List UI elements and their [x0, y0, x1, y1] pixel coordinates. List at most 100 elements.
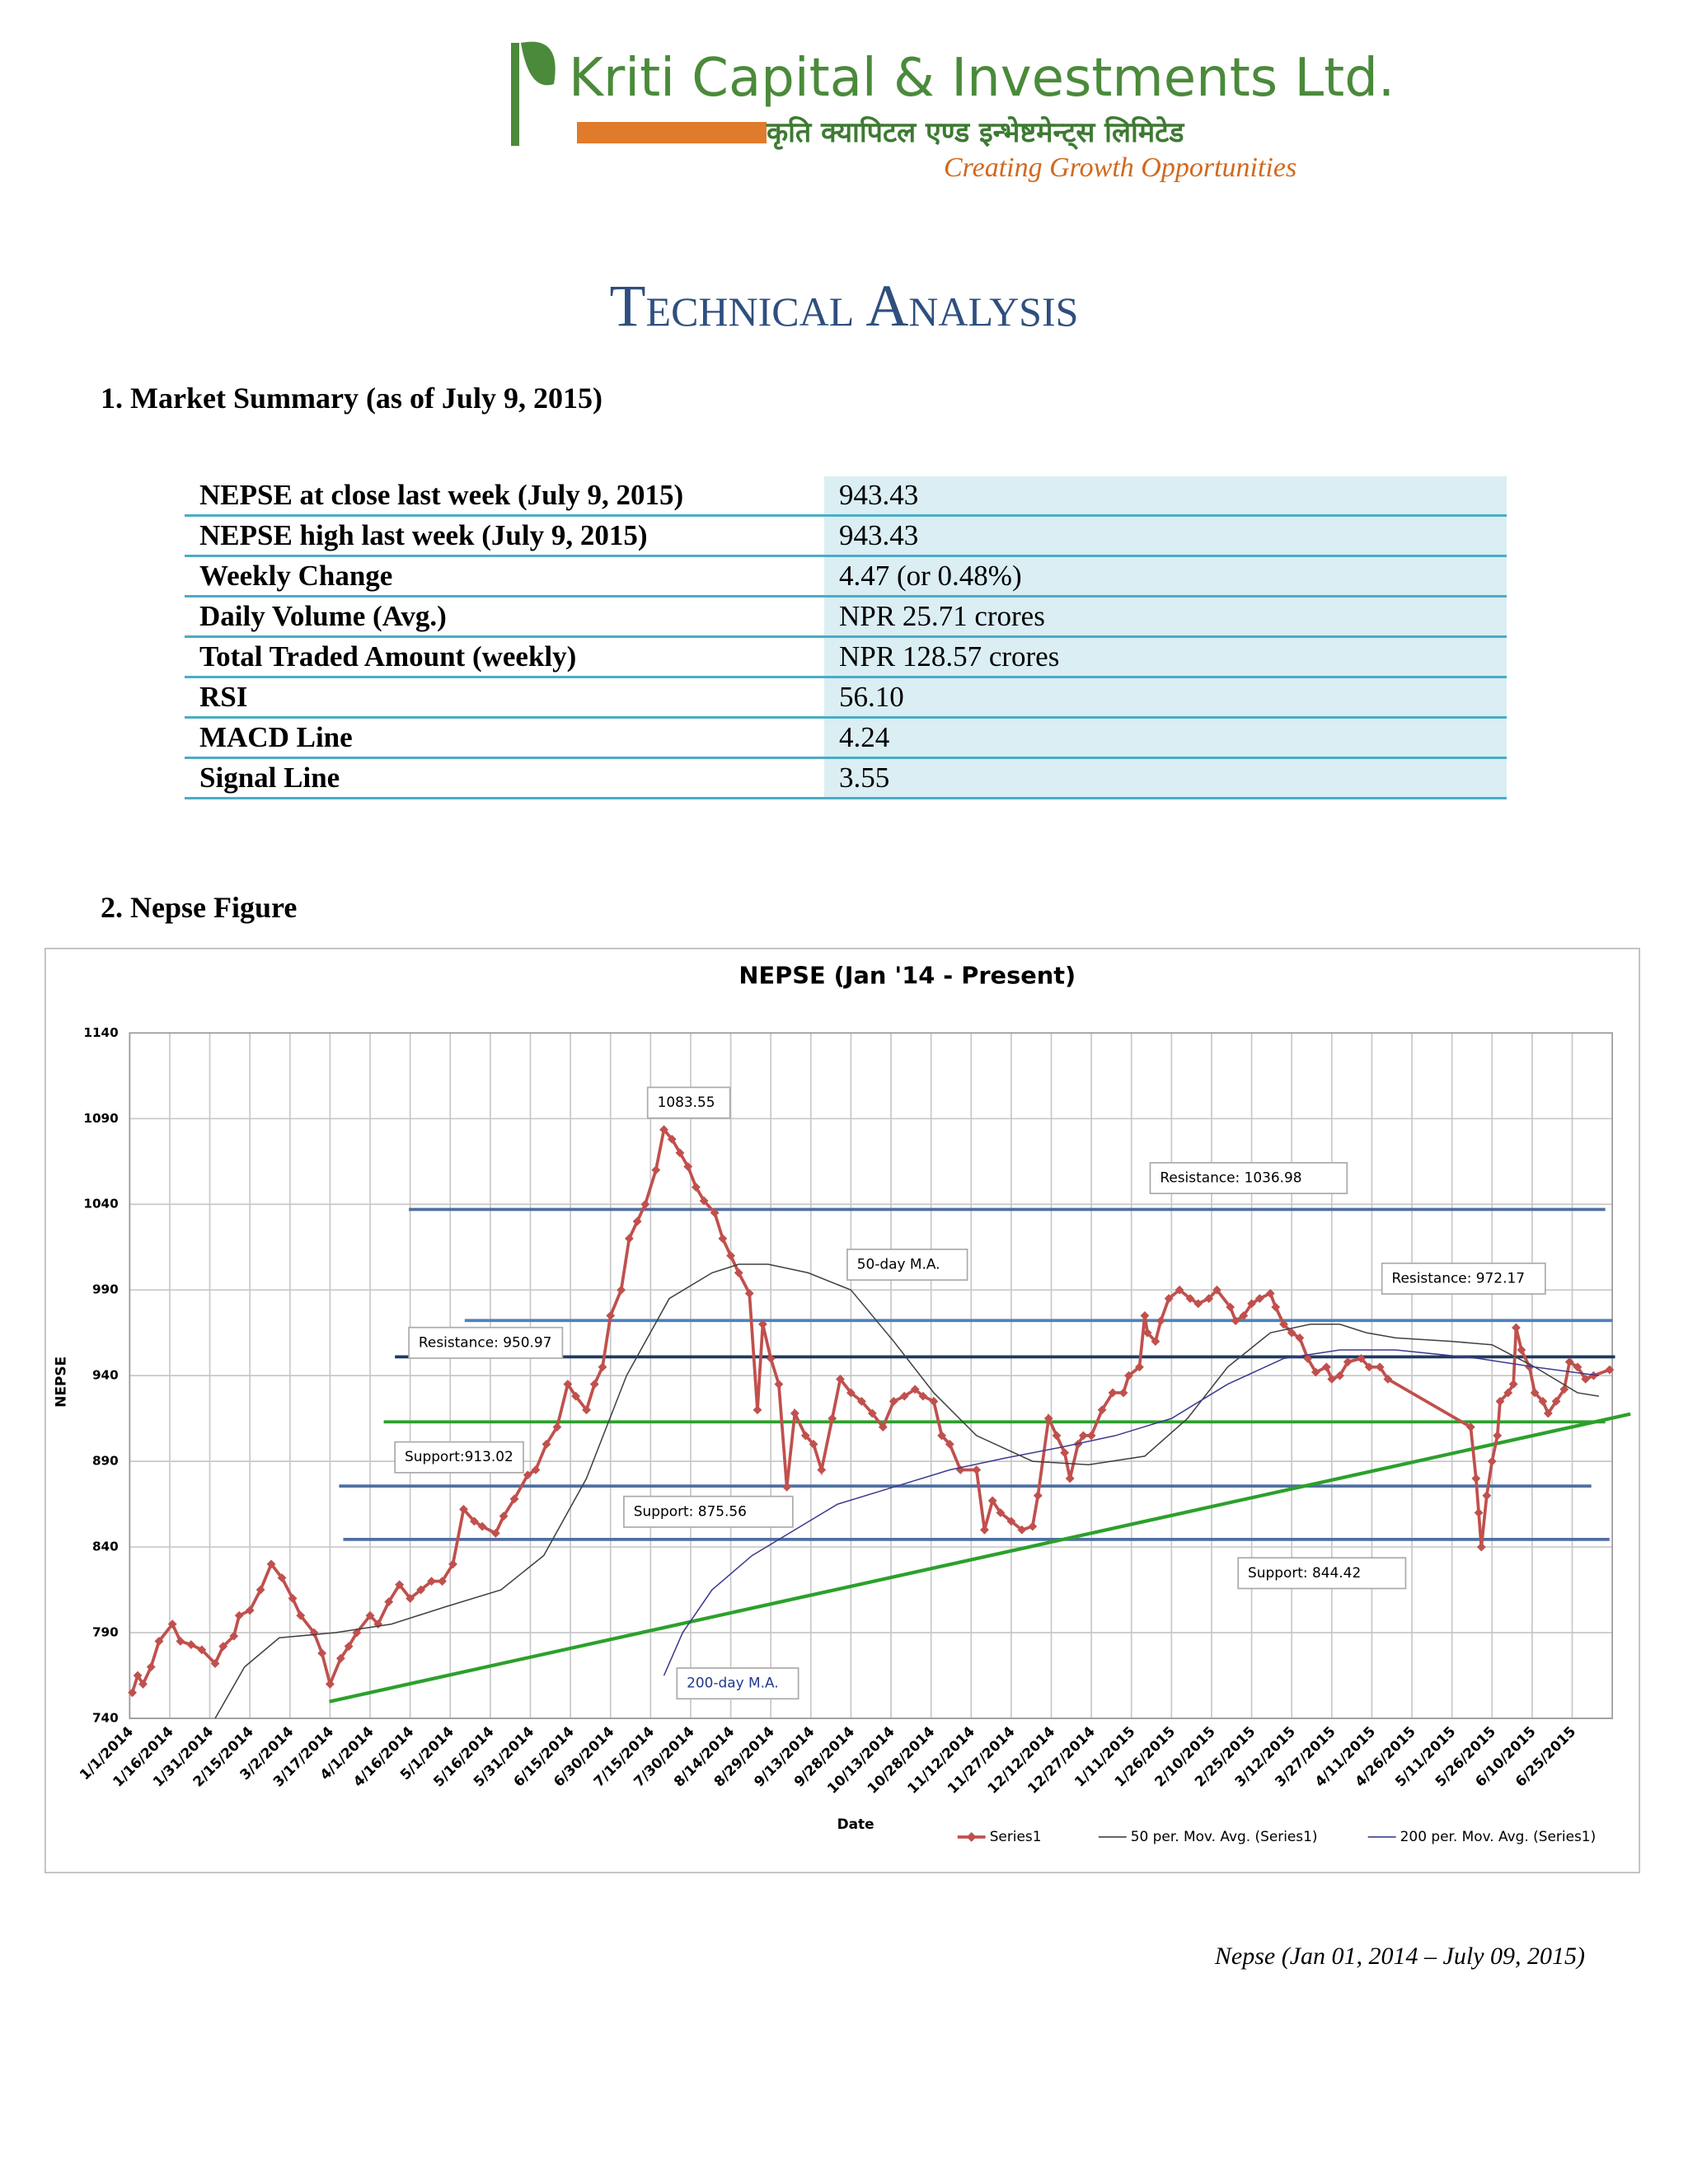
data-point — [699, 1196, 709, 1206]
data-point — [1156, 1316, 1165, 1326]
table-row: Signal Line 3.55 — [185, 757, 1507, 799]
data-point — [1043, 1413, 1053, 1423]
y-tick-label: 1040 — [83, 1197, 118, 1212]
data-point — [718, 1234, 728, 1244]
annotation: 200-day M.A. — [687, 1675, 779, 1691]
data-point — [980, 1525, 989, 1535]
data-point — [186, 1640, 196, 1649]
data-point — [1151, 1337, 1160, 1346]
data-point — [1581, 1374, 1591, 1384]
data-point — [817, 1465, 827, 1474]
data-point — [996, 1508, 1006, 1517]
level-label: Support:913.02 — [405, 1448, 513, 1465]
data-point — [790, 1408, 799, 1418]
data-point — [1327, 1374, 1337, 1384]
data-point — [1375, 1362, 1385, 1372]
table-cell: Weekly Change — [185, 555, 824, 598]
data-point — [1017, 1525, 1027, 1535]
annotation: 50-day M.A. — [857, 1255, 940, 1272]
table-cell: Total Traded Amount (weekly) — [185, 636, 824, 678]
data-point — [598, 1362, 607, 1372]
data-point — [867, 1408, 877, 1418]
data-point — [1028, 1521, 1038, 1531]
data-point — [1503, 1388, 1513, 1398]
label-box — [676, 1667, 799, 1700]
label-box — [646, 1086, 731, 1119]
data-point — [589, 1380, 599, 1389]
data-point — [640, 1199, 650, 1209]
data-point — [1212, 1285, 1221, 1295]
data-point — [395, 1580, 405, 1590]
legend-label: 50 per. Mov. Avg. (Series1) — [1131, 1828, 1318, 1844]
table-cell: NEPSE high last week (July 9, 2015) — [185, 515, 824, 557]
caption: Nepse (Jan 01, 2014 – July 09, 2015) — [1214, 1943, 1585, 1970]
data-point — [1247, 1299, 1256, 1309]
data-point — [288, 1594, 298, 1603]
tagline: Creating Growth Opportunities — [944, 152, 1297, 183]
data-point — [1142, 1328, 1152, 1338]
data-point — [1254, 1294, 1264, 1304]
data-point — [918, 1391, 928, 1401]
table-cell: 943.43 — [824, 476, 1507, 517]
data-point — [1357, 1353, 1366, 1363]
data-point — [1335, 1371, 1344, 1380]
data-point — [606, 1310, 616, 1320]
data-point — [1271, 1302, 1281, 1312]
data-point — [427, 1577, 436, 1586]
level-label: Resistance: 950.97 — [419, 1333, 551, 1350]
data-point — [1482, 1491, 1492, 1501]
data-point — [1185, 1294, 1195, 1304]
data-point — [1164, 1294, 1174, 1304]
chart: NEPSE (Jan '14 - Present) Date NEPSE 740… — [45, 948, 1640, 1873]
table-cell: MACD Line — [185, 717, 824, 759]
data-point — [384, 1597, 394, 1607]
y-axis-label: NEPSE — [52, 1357, 68, 1408]
data-point — [210, 1659, 220, 1668]
data-point — [1465, 1422, 1475, 1432]
data-point — [266, 1559, 276, 1569]
data-point — [632, 1216, 642, 1226]
data-point — [1060, 1448, 1070, 1458]
data-point — [651, 1165, 661, 1175]
data-point — [1265, 1288, 1275, 1298]
data-point — [509, 1494, 519, 1504]
data-point — [753, 1405, 762, 1415]
trend-line — [329, 1412, 1631, 1704]
level-label: Support: 844.42 — [1248, 1564, 1361, 1581]
data-point — [167, 1619, 177, 1629]
data-point — [929, 1396, 939, 1406]
data-point — [710, 1208, 720, 1218]
data-point — [365, 1610, 375, 1620]
data-point — [542, 1439, 551, 1449]
data-point — [1193, 1299, 1203, 1309]
table-cell: 4.24 — [824, 717, 1507, 759]
y-tick-label: 790 — [92, 1625, 119, 1640]
data-point — [1573, 1362, 1582, 1372]
summary-table: NEPSE at close last week (July 9, 2015) 9… — [185, 476, 1507, 799]
data-point — [1118, 1388, 1128, 1398]
data-point — [1006, 1516, 1016, 1526]
data-point — [675, 1148, 685, 1158]
data-point — [800, 1431, 810, 1441]
table-cell: Daily Volume (Avg.) — [185, 596, 824, 638]
table-cell: NPR 25.71 crores — [824, 596, 1507, 638]
company-local: कृति क्यापिटल एण्ड इन्भेष्टमेन्ट्स लिमिट… — [767, 116, 1184, 149]
y-tick-label: 890 — [92, 1454, 119, 1469]
series-line — [214, 1263, 1600, 1719]
data-point — [774, 1380, 784, 1389]
data-point — [438, 1577, 447, 1586]
table-row: MACD Line 4.24 — [185, 717, 1507, 759]
table-cell: Signal Line — [185, 757, 824, 799]
label-box — [1237, 1557, 1407, 1590]
data-point — [1140, 1310, 1150, 1320]
data-point — [836, 1374, 845, 1384]
data-point — [846, 1388, 856, 1398]
data-point — [1530, 1388, 1540, 1398]
data-point — [448, 1559, 457, 1569]
company-name: Kriti Capital & Investments Ltd. — [569, 48, 1395, 109]
data-point — [296, 1610, 306, 1620]
data-point — [531, 1465, 541, 1474]
data-point — [1471, 1474, 1481, 1483]
label-box — [408, 1326, 564, 1359]
